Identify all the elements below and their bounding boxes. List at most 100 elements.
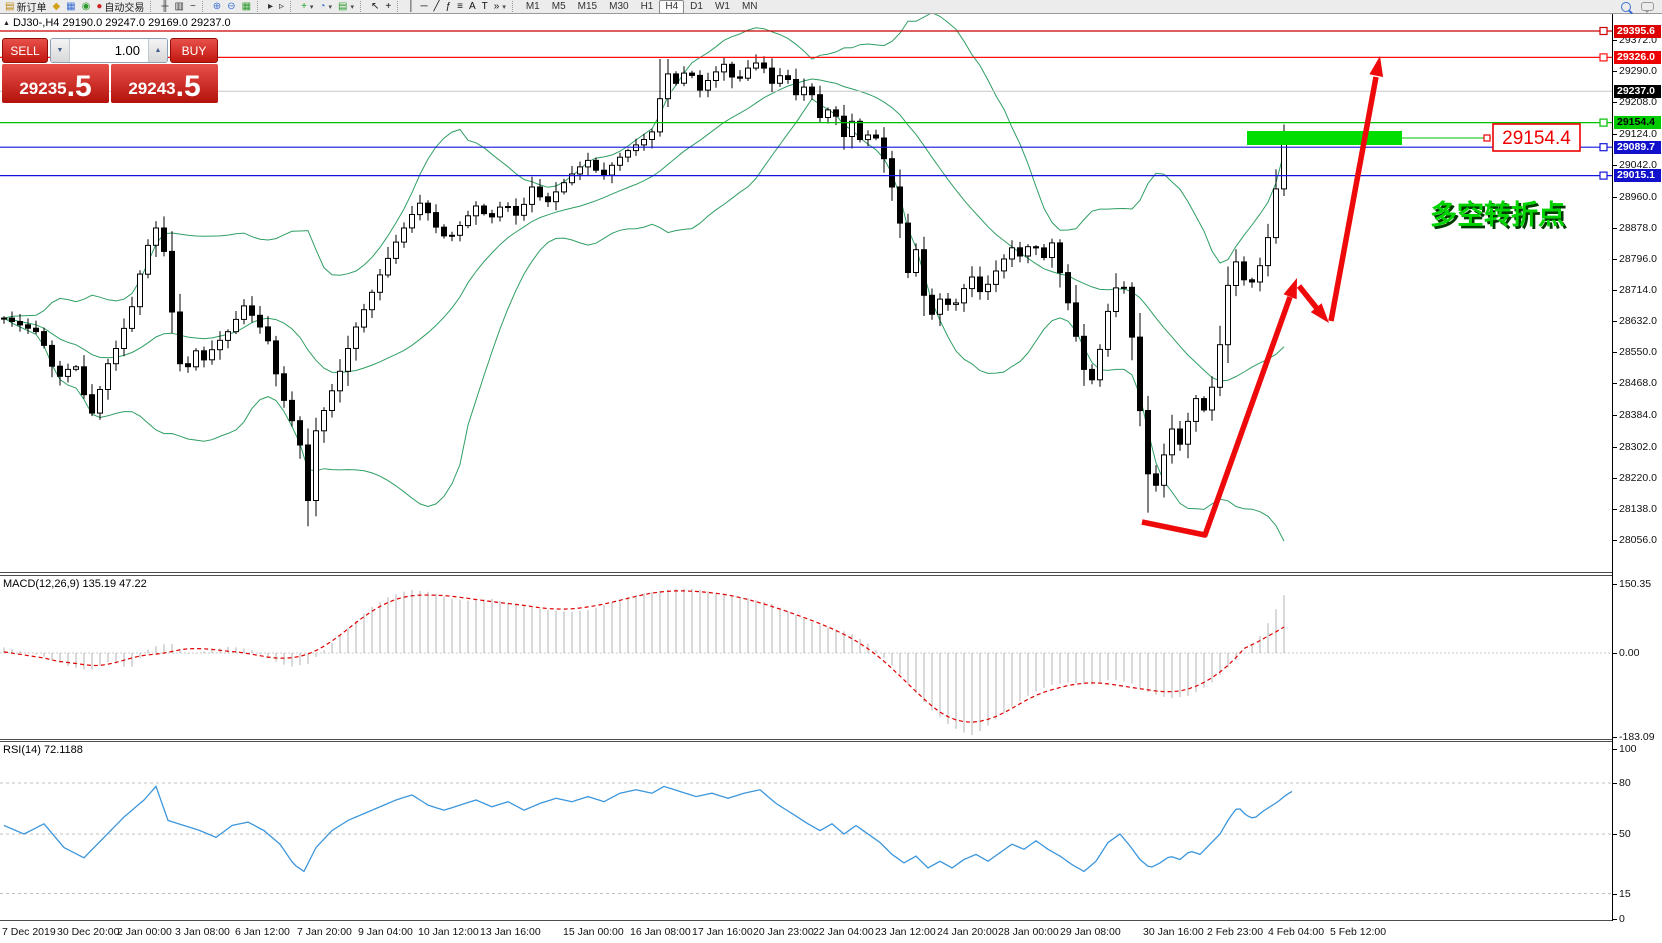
crosshair-button[interactable]: + [382, 0, 394, 13]
price-badge: 29015.1 [1614, 169, 1661, 183]
market-watch-icon[interactable]: ◆ [49, 0, 63, 13]
timeframe-M5-button[interactable]: M5 [551, 1, 566, 12]
time-label: 16 Jan 08:00 [630, 926, 691, 938]
periods-button[interactable]: ◔ ▾ [316, 0, 335, 13]
tile-windows-button[interactable]: ▦ [239, 0, 254, 13]
price-callout-box[interactable] [1492, 123, 1581, 152]
vertical-line-button[interactable]: │ [405, 0, 417, 13]
candle-body [657, 98, 663, 133]
timeframe-MN-button[interactable]: MN [741, 1, 758, 12]
collapse-triangle-icon[interactable]: ▲ [3, 20, 10, 27]
price-tick: 28138.0 [1613, 502, 1657, 515]
timeframe-W1-button[interactable]: W1 [714, 1, 730, 12]
trend-arrow[interactable] [1328, 76, 1379, 322]
volume-down-button[interactable]: ▼ [51, 39, 70, 62]
volume-up-button[interactable]: ▲ [148, 39, 167, 62]
fibonacci-button[interactable]: ƒ [443, 0, 455, 13]
new-order-button-icon: ▤ [5, 0, 15, 12]
candle-body [49, 344, 55, 367]
sell-button[interactable]: SELL [2, 38, 48, 63]
rsi-tick: 15 [1613, 887, 1631, 900]
macd-tick: 0.00 [1612, 647, 1640, 659]
candle-body [1161, 454, 1167, 486]
sell-price-frac: .5 [66, 70, 92, 103]
macd-chart[interactable] [0, 576, 1612, 739]
timeframe-M30-button[interactable]: M30 [609, 1, 629, 12]
buy-button[interactable]: BUY [170, 38, 218, 63]
rsi-chart[interactable] [0, 742, 1612, 920]
toolbar-separator [359, 1, 365, 12]
horizontal-line-button[interactable]: ─ [417, 0, 430, 13]
signals-icon[interactable]: ◉ [79, 0, 94, 13]
timeframe-M1-button[interactable]: M1 [525, 1, 540, 12]
candle-body [233, 318, 239, 333]
zoom-out-button[interactable]: ⊖ [224, 0, 238, 13]
candle-body [649, 131, 655, 141]
bar-chart-button[interactable]: ╫ [158, 0, 171, 13]
trendline-button[interactable]: ╱ [431, 0, 443, 13]
text-button[interactable]: A [466, 0, 479, 13]
candle-body [1241, 261, 1247, 281]
candle-body [1073, 302, 1079, 337]
candle-body [681, 72, 687, 84]
chart-window-icon[interactable]: ▦ [63, 0, 78, 13]
panel-separator[interactable] [0, 739, 1662, 742]
candle-body [753, 62, 759, 69]
sell-price[interactable]: 29235.5 [2, 64, 109, 103]
line-end-marker[interactable] [1599, 53, 1608, 62]
grid-button[interactable]: ≡ [454, 0, 466, 13]
indicators-button[interactable]: + ▾ [298, 0, 316, 13]
rsi-tick: 80 [1613, 777, 1631, 789]
panel-separator[interactable] [0, 572, 1662, 576]
price-tick: 28550.0 [1613, 346, 1657, 359]
line-end-marker[interactable] [1599, 171, 1608, 180]
line-end-marker[interactable] [1599, 143, 1608, 152]
candle-body [561, 182, 567, 193]
new-order-button[interactable]: ▤ 新订单 [5, 0, 47, 14]
buy-price[interactable]: 29243.5 [111, 64, 218, 103]
timeframe-H4-button[interactable]: H4 [659, 0, 685, 14]
chat-icon[interactable] [1641, 2, 1654, 13]
turning-point-text[interactable]: 多空转折点 [1430, 199, 1565, 230]
zoom-in-button[interactable]: ⊕ [210, 0, 224, 13]
candle-body [33, 327, 39, 333]
candle-body [121, 327, 127, 349]
candlestick-chart-button[interactable]: ▥ [171, 0, 186, 13]
line-chart-button[interactable]: ~ [187, 0, 199, 13]
green-bar-annotation[interactable] [1247, 131, 1402, 145]
candle-body [713, 71, 719, 82]
trend-arrow[interactable] [1296, 284, 1322, 313]
candle-body [97, 389, 103, 414]
price-tick: 28632.0 [1613, 315, 1657, 328]
trend-arrow[interactable] [1141, 296, 1293, 538]
candle-body [337, 370, 343, 392]
label-button[interactable]: T [479, 0, 491, 13]
candle-body [241, 305, 247, 320]
timeframe-D1-button[interactable]: D1 [690, 1, 703, 12]
volume-input[interactable]: 1.00 [114, 43, 140, 58]
arrows-button[interactable]: » ▾ [491, 0, 509, 13]
candle-body [89, 394, 95, 414]
search-icon[interactable] [1621, 1, 1631, 12]
candle-body [665, 73, 671, 100]
candle-body [201, 350, 207, 361]
timeframe-H1-button[interactable]: H1 [640, 1, 654, 12]
cursor-button[interactable]: ↖ [368, 0, 382, 13]
timeframe-M15-button[interactable]: M15 [577, 1, 598, 12]
candle-body [81, 366, 87, 396]
chart-shift-button[interactable]: ▹ [276, 0, 287, 13]
line-end-marker[interactable] [1599, 118, 1608, 127]
candle-body [593, 159, 599, 171]
horizontal-line-button-icon: ─ [420, 0, 428, 12]
candle-body [193, 350, 199, 368]
time-label: 2 Jan 00:00 [117, 926, 172, 938]
auto-scroll-button[interactable]: ▸ [265, 0, 276, 13]
time-axis[interactable]: 7 Dec 2019 30 Dec 20:00 2 Jan 00:00 3 Jan 0… [0, 922, 1662, 943]
candle-body [401, 227, 407, 243]
candle-body [769, 67, 775, 84]
line-end-marker[interactable] [1599, 26, 1608, 36]
price-axis[interactable]: 29372.0 29290.0 29208.0 29124.0 29042.0 28960… [1612, 14, 1662, 925]
autotrading-button[interactable]: ● 自动交易 [96, 0, 145, 14]
templates-button[interactable]: ▤ ▾ [335, 0, 357, 13]
